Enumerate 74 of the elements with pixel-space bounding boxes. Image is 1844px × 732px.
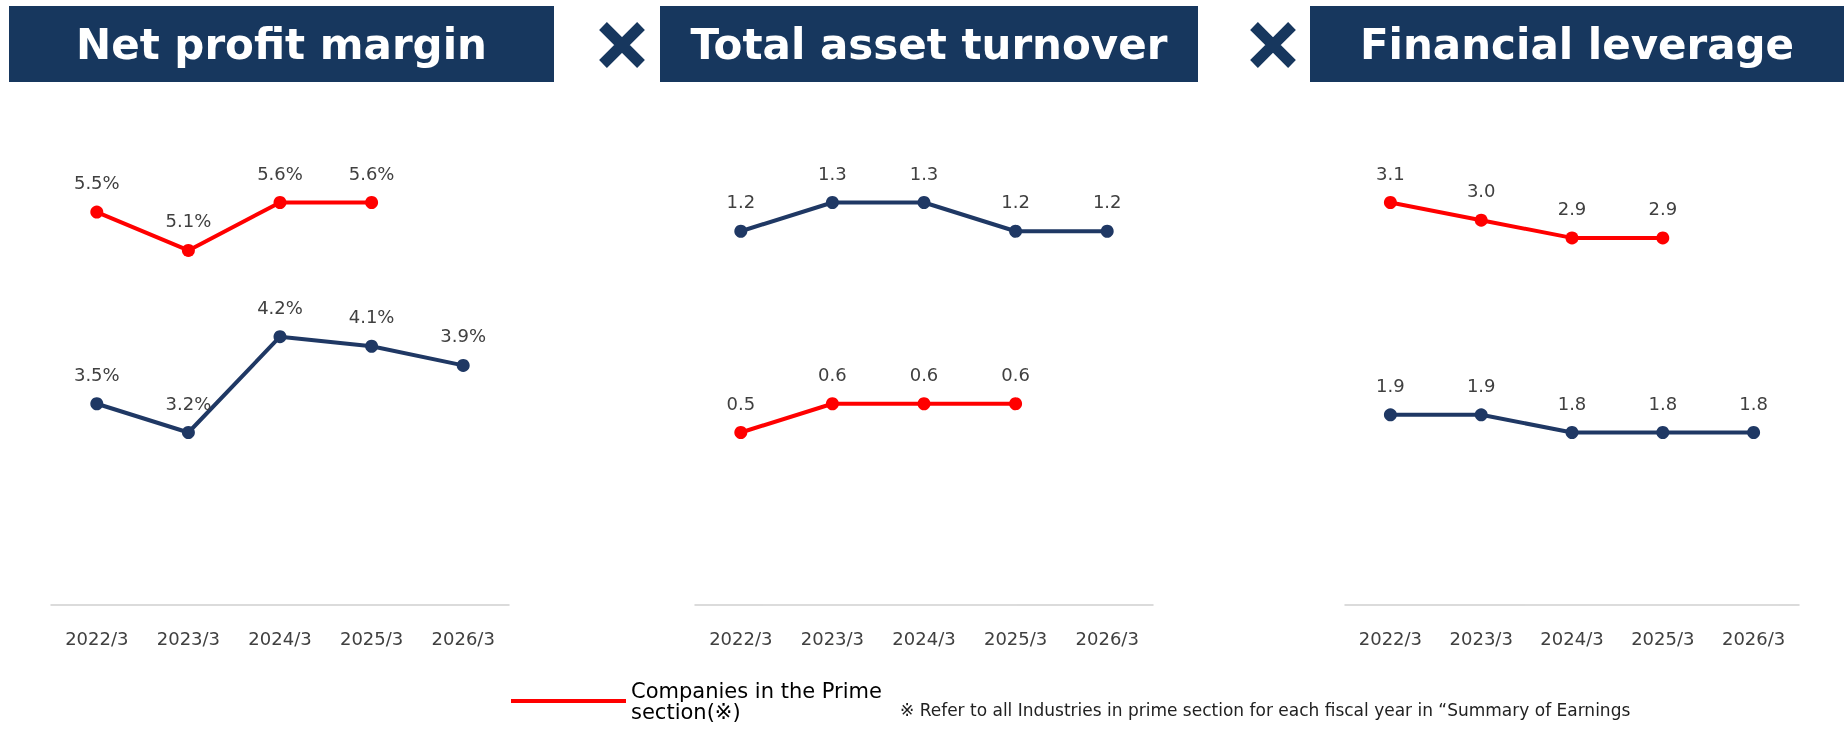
point (825, 196, 839, 209)
x-tick-label: 2025/3 (983, 627, 1048, 649)
point (825, 397, 839, 411)
data-label: 0.5 (726, 392, 756, 414)
point (1747, 426, 1761, 439)
data-label: 5.5% (73, 172, 120, 194)
x-tick-label: 2024/3 (1540, 627, 1604, 649)
data-label: 2.9 (1648, 197, 1678, 219)
x-tick-label: 2022/3 (65, 627, 129, 649)
point (273, 196, 287, 209)
data-label: 0.6 (1001, 363, 1030, 385)
data-label: 1.8 (1739, 392, 1768, 414)
point (273, 330, 287, 344)
point (734, 426, 748, 439)
chart-title: Financial leverage (1310, 6, 1844, 82)
data-label: 0.6 (818, 363, 847, 385)
x-tick-label: 2024/3 (248, 627, 312, 649)
point (1656, 231, 1670, 245)
data-label: 5.6% (257, 162, 303, 184)
x-tick-label: 2023/3 (156, 627, 221, 649)
data-label: 3.9% (440, 325, 487, 347)
point (1656, 426, 1670, 439)
point (1009, 224, 1023, 238)
data-label: 1.3 (909, 162, 939, 184)
data-label: 3.2% (165, 392, 212, 414)
point (365, 339, 379, 353)
data-label: 2.9 (1557, 197, 1587, 219)
point (90, 205, 104, 219)
data-label: 3.5% (73, 363, 120, 385)
data-label: 5.1% (165, 210, 212, 232)
point (1383, 408, 1397, 422)
x-tick-label: 2022/3 (709, 627, 773, 649)
point (365, 196, 379, 209)
text: ※ Refer to all Industries in prime section for each fiscal year in “Summary of Earnings (900, 700, 1632, 720)
text: Companies in the Prime section(※) (631, 678, 889, 724)
data-label: 1.8 (1557, 392, 1587, 414)
x-tick-label: 2026/3 (1721, 627, 1786, 649)
x-tick-label: 2022/3 (1358, 627, 1423, 649)
point (917, 196, 931, 209)
data-label: 3.0 (1466, 180, 1496, 202)
x-tick-label: 2025/3 (1631, 627, 1695, 649)
point (1474, 213, 1488, 227)
data-label: 1.9 (1376, 374, 1405, 396)
point (181, 243, 195, 257)
chart-title: Total asset turnover (660, 6, 1198, 82)
x-tick-label: 2024/3 (892, 627, 956, 649)
data-label: 1.9 (1466, 374, 1496, 396)
point (1565, 426, 1579, 439)
data-label: 1.8 (1648, 392, 1678, 414)
data-label: 0.6 (909, 363, 939, 385)
x-tick-label: 2025/3 (339, 627, 404, 649)
data-label: 3.1 (1376, 162, 1405, 184)
x-tick-label: 2026/3 (1075, 627, 1139, 649)
point (1100, 224, 1114, 238)
point (1565, 231, 1579, 245)
data-label: 4.1% (348, 306, 395, 328)
x-tick-label: 2026/3 (431, 627, 495, 649)
point (734, 224, 748, 238)
x-tick-label: 2023/3 (1449, 627, 1513, 649)
data-label: 5.6% (348, 162, 395, 184)
x-tick-label: 2023/3 (800, 627, 865, 649)
data-label: 1.2 (1001, 191, 1030, 213)
point (181, 426, 195, 439)
data-label: 1.2 (726, 191, 756, 213)
data-label: 1.3 (818, 162, 847, 184)
point (1474, 408, 1488, 422)
point (917, 397, 931, 411)
point (1009, 397, 1023, 411)
point (1383, 196, 1397, 209)
point (90, 397, 104, 411)
data-label: 4.2% (257, 296, 303, 318)
point (456, 358, 470, 372)
data-label: 1.2 (1092, 191, 1122, 213)
chart-title: Net profit margin (9, 6, 554, 82)
